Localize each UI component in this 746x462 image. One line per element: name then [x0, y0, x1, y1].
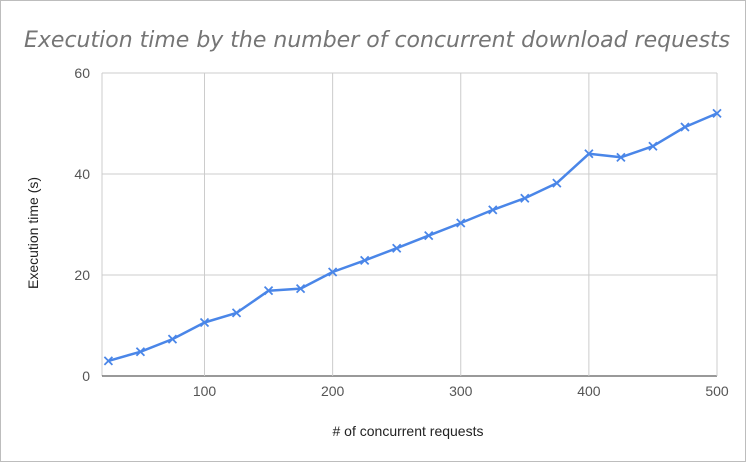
data-point [456, 218, 466, 228]
data-point [616, 152, 626, 162]
data-point [135, 347, 146, 357]
data-point [360, 255, 370, 265]
x-tick-label: 300 [449, 383, 473, 399]
data-point [103, 356, 114, 366]
data-point [231, 308, 242, 318]
y-tick-label: 40 [74, 166, 90, 182]
y-tick-label: 0 [82, 368, 90, 384]
data-point [199, 317, 210, 328]
series-line [108, 112, 718, 363]
y-tick-label: 20 [74, 267, 90, 283]
x-tick-label: 500 [705, 383, 729, 399]
data-point [167, 334, 178, 344]
data-point [327, 267, 338, 277]
data-point [520, 193, 530, 203]
data-point [648, 141, 658, 151]
data-point [295, 283, 306, 294]
data-point [584, 149, 594, 159]
data-point [263, 286, 274, 296]
data-points [103, 108, 722, 366]
data-point [552, 178, 562, 188]
data-point [424, 230, 434, 241]
x-axis-label: # of concurrent requests [333, 423, 484, 439]
x-tick-label: 400 [577, 383, 601, 399]
data-point [488, 205, 498, 215]
tick-labels: 0 20 40 60 100 200 300 400 500 [74, 65, 728, 399]
data-point [392, 243, 402, 253]
y-axis-label: Execution time (s) [25, 177, 41, 289]
x-tick-label: 200 [321, 383, 345, 399]
chart-title: Execution time by the number of concurre… [24, 28, 730, 53]
x-tick-label: 100 [193, 383, 217, 399]
data-point [712, 108, 722, 119]
data-point [680, 122, 690, 132]
grid [101, 72, 718, 377]
y-tick-label: 60 [74, 65, 90, 81]
